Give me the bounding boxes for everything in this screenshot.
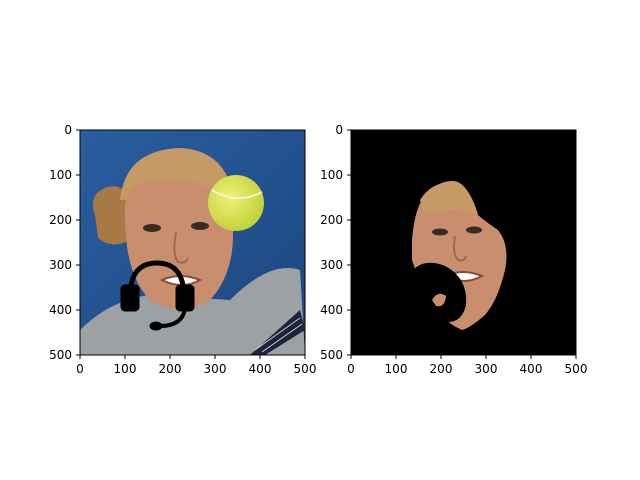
left-photo (80, 130, 305, 355)
right-xtick-label: 500 (565, 362, 588, 376)
left-ytick-label: 300 (49, 258, 72, 272)
right-axes-frame (350, 129, 577, 356)
right-ytick-label: 0 (335, 123, 343, 137)
left-xtick-label: 300 (204, 362, 227, 376)
right-xtick-label: 100 (385, 362, 408, 376)
right-image-panel (350, 129, 577, 356)
left-axes-frame (79, 129, 306, 356)
right-ytick-label: 300 (320, 258, 343, 272)
left-xtick-label: 0 (76, 362, 84, 376)
headset-icon (120, 260, 195, 331)
left-ytick-label: 100 (49, 168, 72, 182)
left-xtick-label: 100 (114, 362, 137, 376)
right-ytick-label: 100 (320, 168, 343, 182)
right-mask (351, 130, 576, 355)
left-xtick-label: 500 (294, 362, 317, 376)
left-ytick-label: 400 (49, 303, 72, 317)
right-ytick-label: 400 (320, 303, 343, 317)
left-xtick-label: 400 (249, 362, 272, 376)
right-xtick-label: 200 (430, 362, 453, 376)
left-xtick-label: 200 (159, 362, 182, 376)
left-ytick-label: 200 (49, 213, 72, 227)
right-xtick-label: 300 (475, 362, 498, 376)
right-xtick-label: 0 (347, 362, 355, 376)
right-ytick-label: 200 (320, 213, 343, 227)
right-xtick-label: 400 (520, 362, 543, 376)
left-ytick-label: 0 (64, 123, 72, 137)
right-ytick-label: 500 (320, 348, 343, 362)
left-ytick-label: 500 (49, 348, 72, 362)
left-image-panel (79, 129, 306, 356)
